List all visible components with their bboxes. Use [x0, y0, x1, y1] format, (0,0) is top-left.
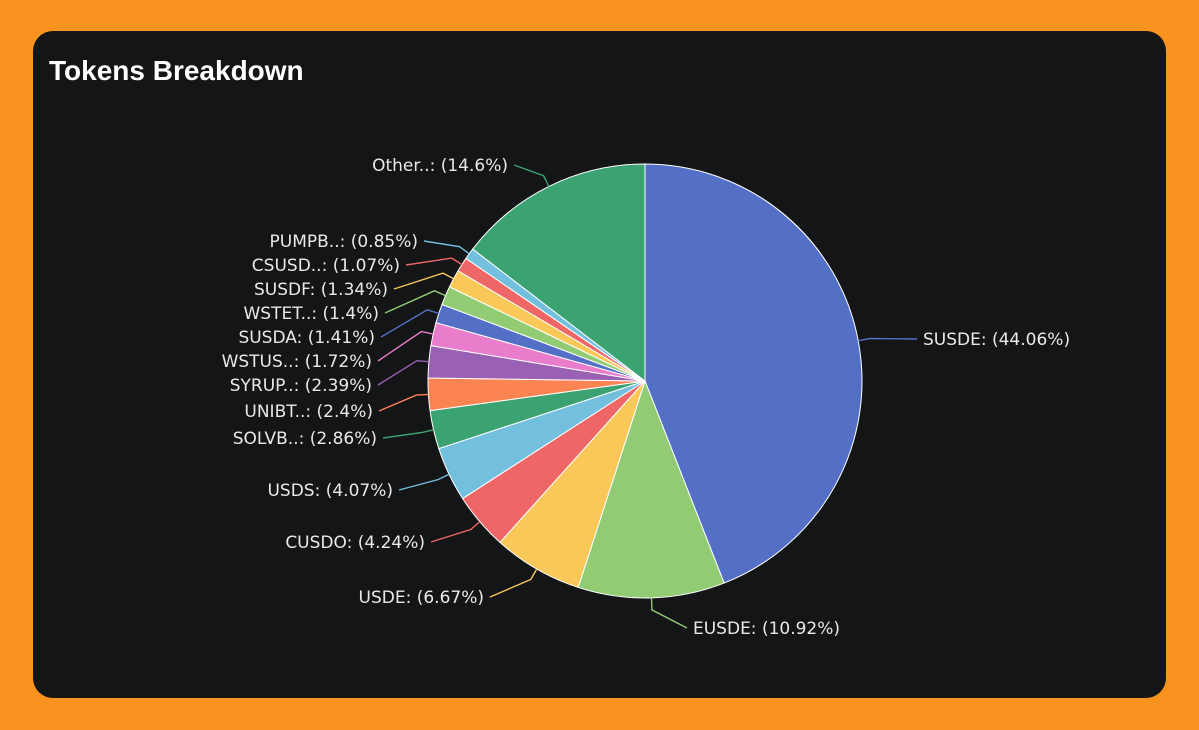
pie-leader-lines — [377, 164, 918, 629]
pie-leader-line — [858, 337, 918, 342]
tokens-pie-chart: SUSDE: (44.06%) EUSDE: (10.92%) USDE: (6.6… — [222, 156, 1071, 639]
pie-slice-label: CUSDO: (4.24%) — [285, 533, 425, 553]
pie-leader-line — [398, 473, 450, 491]
pie-leader-line — [377, 359, 429, 386]
pie-slice-label: SUSDF: (1.34%) — [254, 280, 388, 300]
pie-slice[interactable] — [644, 163, 863, 584]
pie-leader-line — [393, 272, 454, 290]
card-title: Tokens Breakdown — [49, 55, 304, 86]
pie-leader-line — [380, 309, 440, 338]
pie-leader-line — [377, 330, 434, 362]
pie-slice-label: SUSDA: (1.41%) — [238, 328, 375, 348]
pie-slice[interactable] — [577, 379, 725, 599]
pie-slice-label: USDE: (6.67%) — [359, 588, 484, 608]
pie-leader-line — [384, 290, 446, 314]
chart-card: Tokens Breakdown SUSDE: (44.06%) EUSDE: (… — [33, 31, 1166, 698]
pie-leader-line — [430, 521, 481, 543]
pie-slice[interactable] — [471, 163, 646, 383]
pie-slice-label: SUSDE: (44.06%) — [923, 330, 1070, 350]
pie-slice-label: Other..: (14.6%) — [372, 156, 508, 176]
pie-slice-label: PUMPB..: (0.85%) — [270, 232, 418, 252]
pie-leader-line — [423, 240, 470, 255]
pie-leader-line — [650, 597, 688, 629]
pie-slice-label: SOLVB..: (2.86%) — [233, 429, 377, 449]
pie-slice-label: USDS: (4.07%) — [267, 481, 393, 501]
pie-leader-line — [513, 164, 550, 187]
pie-leader-line — [382, 429, 434, 439]
pie-slice-label: WSTUS..: (1.72%) — [222, 352, 372, 372]
pie-labels: SUSDE: (44.06%) EUSDE: (10.92%) USDE: (6.6… — [222, 156, 1071, 639]
pie-leader-line — [405, 257, 463, 266]
pie-slice-label: CSUSD..: (1.07%) — [252, 256, 400, 276]
pie-slice-label: WSTET..: (1.4%) — [244, 304, 380, 324]
pie-slice-label: EUSDE: (10.92%) — [693, 619, 840, 639]
pie-slices — [427, 163, 863, 599]
pie-slice-label: UNIBT..: (2.4%) — [244, 402, 373, 422]
pie-leader-line — [489, 568, 538, 598]
pie-slice-label: SYRUP..: (2.39%) — [230, 376, 372, 396]
pie-leader-line — [378, 393, 429, 412]
